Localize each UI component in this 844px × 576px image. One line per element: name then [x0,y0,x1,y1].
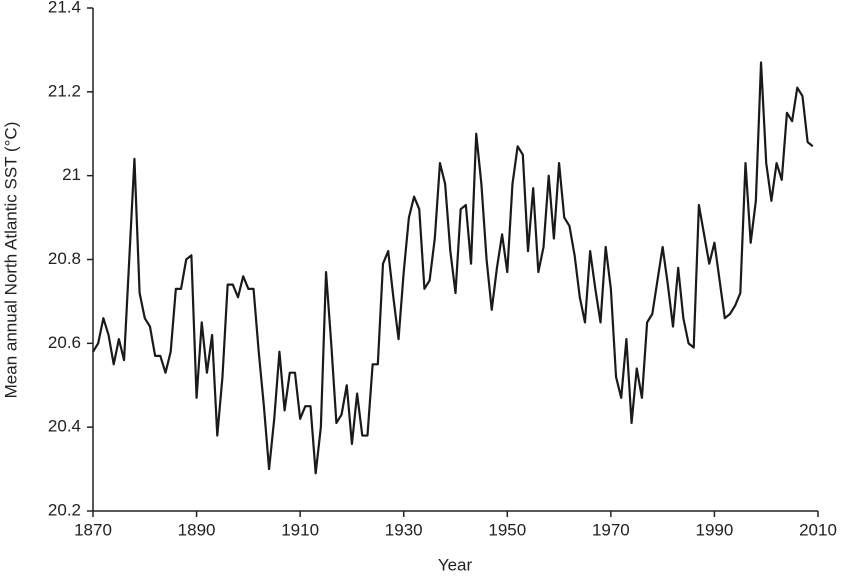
x-tick-label: 2010 [799,520,837,539]
x-tick-label: 1930 [385,520,423,539]
y-tick-label: 21 [62,165,81,184]
y-axis-label: Mean annual North Atlantic SST (°C) [1,122,20,399]
y-tick-label: 21.2 [48,81,81,100]
x-tick-label: 1970 [592,520,630,539]
x-tick-label: 1870 [74,520,112,539]
x-tick-label: 1890 [178,520,216,539]
y-tick-label: 21.4 [48,0,81,16]
y-tick-label: 20.4 [48,417,81,436]
data-line [92,61,814,475]
y-tick-label: 20.2 [48,500,81,519]
y-tick-label: 20.8 [48,249,81,268]
x-tick-label: 1910 [281,520,319,539]
y-tick-label: 20.6 [48,333,81,352]
x-tick-label: 1950 [488,520,526,539]
x-axis-label: Year [438,555,473,574]
x-tick-label: 1990 [696,520,734,539]
